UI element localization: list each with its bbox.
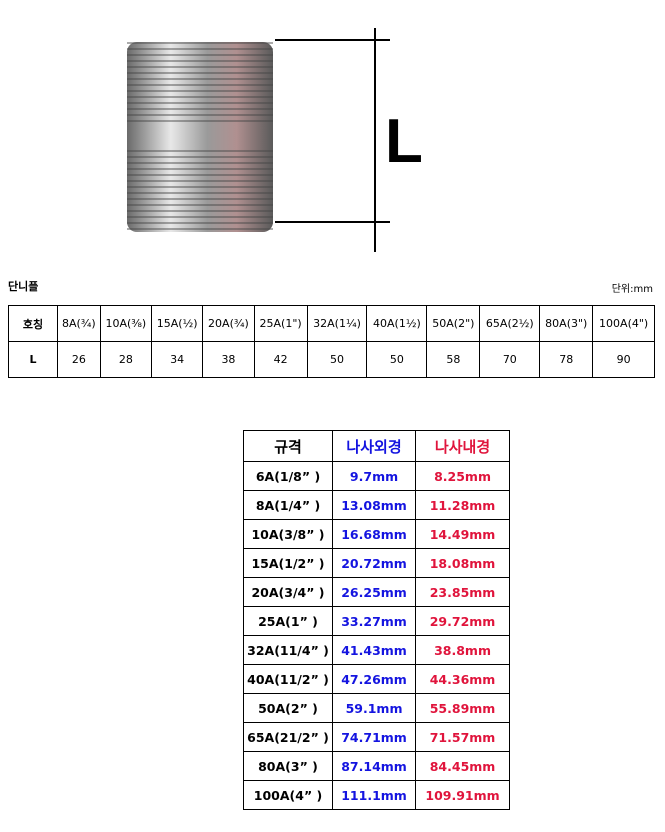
cell: 33.27mm xyxy=(331,606,417,636)
cell: 70 xyxy=(479,341,541,378)
table-title: 단니플 xyxy=(8,280,39,293)
cell: 13.08mm xyxy=(331,490,417,520)
cell: 50A(2") xyxy=(426,305,481,342)
thread xyxy=(127,150,273,232)
cell: 58 xyxy=(426,341,481,378)
cell: 100A(4") xyxy=(592,305,655,342)
cell: 28 xyxy=(99,341,153,378)
cell: 8A(¾) xyxy=(57,305,101,342)
table-row: 10A(3/8” ) 16.68mm 14.49mm xyxy=(243,519,510,549)
cell: 8.25mm xyxy=(415,461,510,491)
cell: 32A(1¼) xyxy=(306,305,368,342)
cell: 26 xyxy=(57,341,101,378)
header-row: 규격 나사외경 나사내경 xyxy=(243,430,510,462)
unit-label: 단위:mm xyxy=(611,284,653,295)
cell: 65A(21/2” ) xyxy=(243,722,333,752)
cell: 11.28mm xyxy=(415,490,510,520)
table-row: 20A(3/4” ) 26.25mm 23.85mm xyxy=(243,577,510,607)
cell: L xyxy=(8,341,58,378)
cell: 50 xyxy=(366,341,428,378)
cell: 6A(1/8” ) xyxy=(243,461,333,491)
table-row: L 26 28 34 38 42 50 50 58 70 78 90 xyxy=(8,341,655,378)
table-row: 40A(11/2” ) 47.26mm 44.36mm xyxy=(243,664,510,694)
cell: 65A(2½) xyxy=(479,305,541,342)
cell: 111.1mm xyxy=(331,780,417,810)
cell: 47.26mm xyxy=(331,664,417,694)
cell: 16.68mm xyxy=(331,519,417,549)
cell: 55.89mm xyxy=(415,693,510,723)
table-row: 32A(11/4” ) 41.43mm 38.8mm xyxy=(243,635,510,665)
table-row: 8A(1/4” ) 13.08mm 11.28mm xyxy=(243,490,510,520)
cell: 38 xyxy=(202,341,255,378)
cell: 42 xyxy=(253,341,308,378)
cell: 8A(1/4” ) xyxy=(243,490,333,520)
cell: 18.08mm xyxy=(415,548,510,578)
cell: 32A(11/4” ) xyxy=(243,635,333,665)
cell: 25A(1") xyxy=(253,305,308,342)
header-cell: 나사내경 xyxy=(415,430,510,462)
cell: 87.14mm xyxy=(331,751,417,781)
cell: 78 xyxy=(539,341,594,378)
cell: 38.8mm xyxy=(415,635,510,665)
cell: 40A(1½) xyxy=(366,305,428,342)
thread-table: 규격 나사외경 나사내경 6A(1/8” ) 9.7mm 8.25mm 8A(1/4” ) 1… xyxy=(243,430,510,810)
header-cell: 규격 xyxy=(243,430,333,462)
thread xyxy=(127,42,273,122)
cell: 25A(1” ) xyxy=(243,606,333,636)
cell: 41.43mm xyxy=(331,635,417,665)
cell: 26.25mm xyxy=(331,577,417,607)
spec-table: 호칭 8A(¾) 10A(⅜) 15A(½) 20A(¾) 25A(1") 32A(1¼) 4… xyxy=(8,305,655,378)
cell: 90 xyxy=(592,341,655,378)
cell: 44.36mm xyxy=(415,664,510,694)
dimension-label: L xyxy=(385,107,423,176)
cell: 20.72mm xyxy=(331,548,417,578)
cell: 20A(3/4” ) xyxy=(243,577,333,607)
cell: 9.7mm xyxy=(331,461,417,491)
table-row: 6A(1/8” ) 9.7mm 8.25mm xyxy=(243,461,510,491)
table-row: 호칭 8A(¾) 10A(⅜) 15A(½) 20A(¾) 25A(1") 32A(1¼) 4… xyxy=(8,305,655,342)
cell: 23.85mm xyxy=(415,577,510,607)
table-row: 25A(1” ) 33.27mm 29.72mm xyxy=(243,606,510,636)
cell: 50A(2” ) xyxy=(243,693,333,723)
cell: 15A(1/2” ) xyxy=(243,548,333,578)
table-row: 80A(3” ) 87.14mm 84.45mm xyxy=(243,751,510,781)
table-row: 100A(4” ) 111.1mm 109.91mm xyxy=(243,780,510,810)
cell: 호칭 xyxy=(8,305,58,342)
cell: 59.1mm xyxy=(331,693,417,723)
cell: 109.91mm xyxy=(415,780,510,810)
cell: 100A(4” ) xyxy=(243,780,333,810)
cell: 80A(3” ) xyxy=(243,751,333,781)
cell: 74.71mm xyxy=(331,722,417,752)
cell: 10A(⅜) xyxy=(99,305,153,342)
cell: 10A(3/8” ) xyxy=(243,519,333,549)
cell: 15A(½) xyxy=(150,305,204,342)
pipe-figure: L xyxy=(127,28,423,252)
cell: 20A(¾) xyxy=(202,305,255,342)
cell: 40A(11/2” ) xyxy=(243,664,333,694)
cell: 84.45mm xyxy=(415,751,510,781)
table-row: 15A(1/2” ) 20.72mm 18.08mm xyxy=(243,548,510,578)
table-row: 50A(2” ) 59.1mm 55.89mm xyxy=(243,693,510,723)
table-row: 65A(21/2” ) 74.71mm 71.57mm xyxy=(243,722,510,752)
cell: 71.57mm xyxy=(415,722,510,752)
cell: 29.72mm xyxy=(415,606,510,636)
header-cell: 나사외경 xyxy=(331,430,417,462)
dimension-lines xyxy=(275,28,390,252)
cell: 34 xyxy=(150,341,204,378)
cell: 50 xyxy=(306,341,368,378)
cell: 14.49mm xyxy=(415,519,510,549)
cell: 80A(3") xyxy=(539,305,594,342)
